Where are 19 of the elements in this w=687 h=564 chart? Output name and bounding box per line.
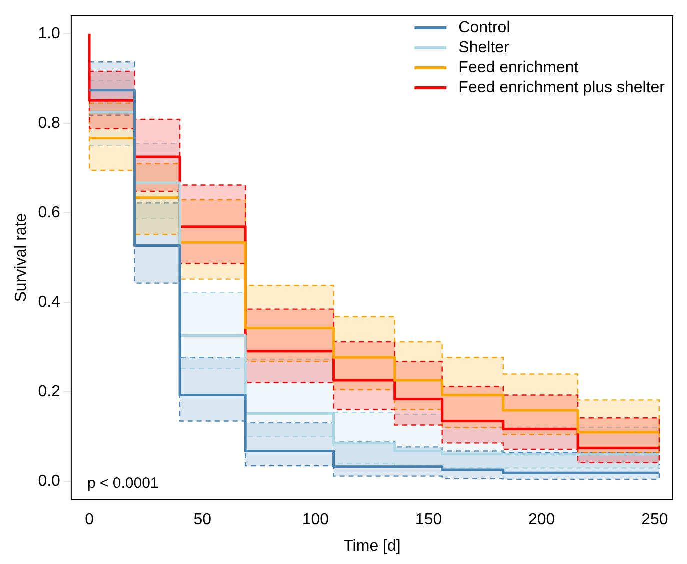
x-tick-label: 250 bbox=[642, 512, 668, 529]
x-axis-title: Time [d] bbox=[344, 538, 401, 555]
x-tick-label: 200 bbox=[528, 512, 556, 529]
y-tick-label: 1.0 bbox=[38, 25, 61, 42]
legend-label: Shelter bbox=[458, 39, 510, 56]
x-tick-label: 50 bbox=[194, 512, 212, 529]
y-tick-label: 0.6 bbox=[38, 204, 61, 222]
y-tick-label: 0.2 bbox=[38, 384, 61, 401]
y-axis-title: Survival rate bbox=[13, 213, 30, 302]
legend-label: Feed enrichment plus shelter bbox=[458, 79, 666, 96]
x-tick-label: 100 bbox=[302, 512, 330, 529]
y-tick-label: 0.0 bbox=[38, 473, 61, 490]
legend-label: Feed enrichment bbox=[458, 59, 580, 76]
x-tick-label: 0 bbox=[85, 512, 94, 529]
y-tick-label: 0.4 bbox=[38, 294, 61, 311]
legend-label: Control bbox=[458, 19, 510, 36]
x-tick-label: 150 bbox=[415, 512, 442, 529]
y-tick-label: 0.8 bbox=[38, 114, 61, 132]
annotation: p < 0.0001 bbox=[87, 475, 159, 492]
